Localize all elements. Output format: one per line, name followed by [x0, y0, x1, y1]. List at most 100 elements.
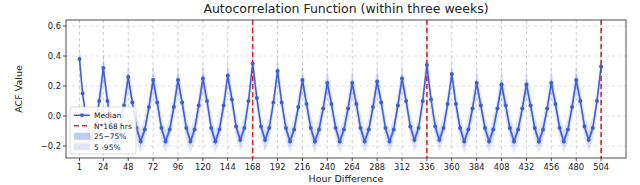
median-point — [578, 99, 582, 103]
median-point — [533, 126, 537, 130]
legend-patch — [74, 143, 90, 150]
median-point — [587, 138, 591, 142]
median-point — [466, 128, 470, 132]
legend-patch — [74, 133, 90, 140]
median-point — [508, 126, 512, 130]
median-point — [537, 140, 541, 144]
median-point — [147, 105, 151, 109]
x-tick-label: 216 — [295, 162, 311, 172]
period-line — [600, 20, 602, 158]
median-point — [296, 105, 300, 109]
median-point — [400, 77, 404, 81]
median-point — [234, 125, 238, 129]
median-point — [350, 81, 354, 85]
median-point — [375, 80, 379, 84]
legend-label: N*168 hrs — [94, 122, 132, 131]
median-point — [479, 104, 483, 108]
median-point — [317, 128, 321, 132]
x-tick-label: 360 — [444, 162, 460, 172]
median-point — [126, 75, 130, 79]
median-point — [300, 78, 304, 82]
median-point — [155, 101, 159, 105]
x-tick-label: 312 — [394, 162, 410, 172]
y-tick-label: −0.2 — [41, 141, 61, 151]
median-point — [325, 81, 329, 85]
median-point — [379, 101, 383, 105]
median-point — [412, 138, 416, 142]
median-point — [562, 140, 566, 144]
legend-line — [74, 125, 90, 127]
median-point — [495, 107, 499, 111]
median-point — [591, 126, 595, 130]
median-point — [487, 140, 491, 144]
median-point — [471, 107, 475, 111]
y-tick — [63, 86, 66, 87]
legend-label: 5 -95% — [94, 143, 121, 152]
y-tick — [63, 26, 66, 27]
y-grid-line — [66, 26, 626, 27]
x-tick-label: 168 — [245, 162, 261, 172]
x-tick-label: 96 — [173, 162, 184, 172]
x-tick-label: 456 — [543, 162, 559, 172]
median-point — [97, 99, 101, 103]
period-line — [426, 20, 428, 158]
median-point — [500, 83, 504, 87]
median-point — [437, 138, 441, 142]
median-point — [251, 62, 255, 66]
median-point — [359, 126, 363, 130]
median-point — [259, 125, 263, 129]
median-point — [188, 140, 192, 144]
x-tick-label: 48 — [123, 162, 134, 172]
median-point — [213, 140, 217, 144]
y-grid-line — [66, 86, 626, 87]
median-point — [433, 125, 437, 129]
y-tick — [63, 116, 66, 117]
x-grid-line — [277, 20, 278, 158]
x-tick-label: 1 — [77, 162, 82, 172]
median-point — [553, 102, 557, 106]
x-grid-line — [601, 20, 602, 158]
median-point — [446, 102, 450, 106]
median-point — [139, 140, 143, 144]
median-point — [247, 99, 251, 103]
median-point — [263, 138, 267, 142]
median-point — [101, 66, 105, 70]
median-point — [541, 128, 545, 132]
y-tick — [63, 146, 66, 147]
median-point — [205, 99, 209, 103]
median-point — [520, 107, 524, 111]
median-point — [338, 140, 342, 144]
median-point — [595, 99, 599, 103]
median-point — [130, 101, 134, 105]
median-point — [168, 128, 172, 132]
x-tick-label: 24 — [98, 162, 109, 172]
y-tick-label: 0.2 — [48, 81, 61, 91]
median-point — [77, 57, 81, 61]
legend-box — [70, 107, 136, 154]
median-point — [371, 105, 375, 109]
x-tick-label: 504 — [593, 162, 609, 172]
median-point — [267, 126, 271, 130]
median-point — [184, 126, 188, 130]
median-point — [226, 74, 230, 78]
median-point — [151, 78, 155, 82]
quantile-band — [79, 41, 601, 154]
legend-label: 25~75% — [94, 132, 127, 141]
x-grid-line — [426, 20, 427, 158]
x-tick-label: 120 — [195, 162, 211, 172]
median-point — [242, 126, 246, 130]
median-point — [176, 78, 180, 82]
median-point — [524, 83, 528, 87]
median-point — [450, 72, 454, 76]
median-point — [383, 126, 387, 130]
median-point — [305, 102, 309, 106]
median-point — [425, 63, 429, 67]
median-point — [280, 101, 284, 105]
x-tick-label: 72 — [148, 162, 159, 172]
legend: MedianN*168 hrs25~75%5 -95% — [70, 107, 136, 154]
median-point — [276, 69, 280, 73]
median-point — [396, 104, 400, 108]
median-point — [159, 126, 163, 130]
median-point — [491, 128, 495, 132]
median-point — [313, 140, 317, 144]
